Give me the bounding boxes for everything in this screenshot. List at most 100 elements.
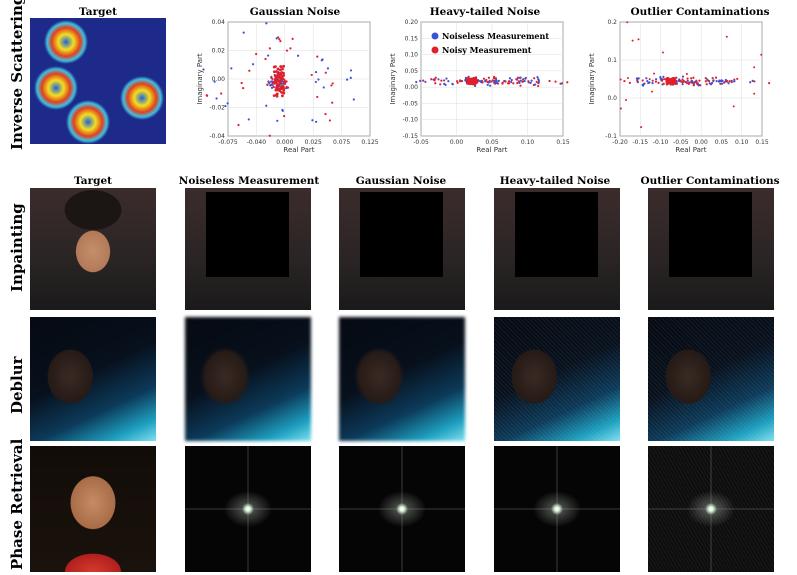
- data-point: [352, 98, 355, 101]
- data-point: [283, 81, 287, 85]
- outlier-point: [653, 72, 656, 75]
- plot-heavy-tailed: -0.05 0.00 0.05 0.10 0.15 0.20 0.15 0.10 0.05 0.0…: [383, 18, 583, 160]
- legend-marker-noiseless: [431, 32, 439, 40]
- data-point: [725, 80, 729, 83]
- y-tick-label: -0.1: [605, 133, 617, 140]
- data-point: [430, 78, 433, 81]
- data-point: [704, 80, 707, 83]
- data-point: [265, 104, 268, 107]
- data-point: [682, 80, 685, 83]
- y-tick-label: 0.20: [405, 19, 419, 26]
- data-point: [445, 77, 448, 80]
- data-point: [455, 80, 459, 83]
- data-point: [479, 80, 482, 83]
- outlier-point: [650, 90, 653, 93]
- data-point: [736, 77, 739, 80]
- data-point: [753, 80, 756, 83]
- data-point: [714, 76, 718, 79]
- data-point: [282, 64, 286, 68]
- data-point: [527, 80, 530, 83]
- y-axis-label: Imaginary Part: [389, 53, 397, 105]
- deblur-heavy-tailed-image: [494, 317, 620, 441]
- data-point: [665, 80, 669, 84]
- data-point: [346, 78, 349, 81]
- data-point: [283, 114, 286, 118]
- inpainting-gaussian-image: [339, 188, 465, 310]
- data-point: [645, 77, 648, 80]
- data-point: [226, 102, 229, 105]
- legend-marker-noisy: [431, 46, 439, 54]
- data-point: [242, 87, 245, 90]
- data-point: [255, 52, 258, 56]
- data-point: [424, 80, 427, 83]
- data-point: [728, 80, 731, 83]
- data-point: [712, 79, 715, 82]
- data-point: [283, 80, 287, 83]
- data-point: [733, 80, 736, 83]
- data-point: [635, 77, 638, 80]
- data-point: [467, 82, 471, 85]
- y-tick-label: 0.10: [405, 52, 419, 59]
- data-point: [695, 80, 698, 84]
- data-point: [281, 84, 285, 88]
- legend-label-noisy: Noisy Measurement: [442, 45, 532, 55]
- data-point: [278, 68, 282, 72]
- data-point: [270, 86, 274, 89]
- data-point: [278, 73, 282, 77]
- row-label-deblur: Deblur: [8, 356, 26, 414]
- data-point: [523, 79, 526, 83]
- data-point: [275, 76, 279, 80]
- data-point: [316, 55, 319, 58]
- data-point: [636, 80, 639, 84]
- data-point: [285, 49, 289, 52]
- data-point: [672, 77, 676, 80]
- scattering-target-image: [30, 18, 166, 144]
- data-point: [275, 94, 279, 98]
- data-point: [285, 80, 288, 83]
- data-point: [654, 78, 658, 81]
- outlier-point: [619, 78, 622, 81]
- x-tick-label: -0.05: [673, 139, 689, 146]
- phase-noiseless-image: [185, 446, 311, 572]
- data-point: [230, 67, 233, 70]
- data-point: [698, 84, 701, 87]
- x-tick-label: 0.15: [755, 139, 769, 146]
- data-point: [510, 78, 513, 82]
- data-point: [316, 95, 319, 99]
- data-point: [324, 112, 327, 116]
- data-point: [648, 81, 651, 84]
- data-point: [330, 84, 333, 87]
- outlier-point: [640, 126, 643, 129]
- data-point: [443, 82, 446, 85]
- y-tick-label: -0.10: [402, 117, 418, 124]
- data-point: [659, 75, 662, 79]
- data-point: [433, 78, 436, 81]
- data-point: [534, 83, 537, 86]
- data-point: [275, 70, 278, 73]
- data-point: [559, 82, 562, 85]
- data-point: [497, 79, 500, 82]
- row-label-phase-retrieval: Phase Retrieval: [8, 438, 26, 570]
- data-point: [642, 83, 645, 86]
- data-point: [730, 79, 733, 82]
- col-title-gaussian: Gaussian Noise: [355, 175, 447, 187]
- data-point: [264, 57, 267, 61]
- data-point: [470, 79, 473, 83]
- data-point: [331, 82, 334, 85]
- data-point: [322, 86, 325, 89]
- data-point: [709, 83, 713, 86]
- data-point: [715, 79, 718, 83]
- deblur-outlier-image: [648, 317, 774, 441]
- data-point: [266, 83, 269, 86]
- data-point: [296, 54, 300, 57]
- data-point: [671, 81, 675, 85]
- data-point: [733, 78, 736, 81]
- data-point: [698, 79, 701, 82]
- plot3-title: Outlier Contaminations: [630, 6, 770, 18]
- y-axis-label: Imaginary Part: [588, 53, 596, 105]
- data-point: [419, 79, 422, 83]
- data-point: [434, 82, 437, 85]
- data-point: [535, 80, 538, 83]
- data-point: [522, 78, 525, 81]
- x-tick-label: 0.025: [305, 139, 322, 146]
